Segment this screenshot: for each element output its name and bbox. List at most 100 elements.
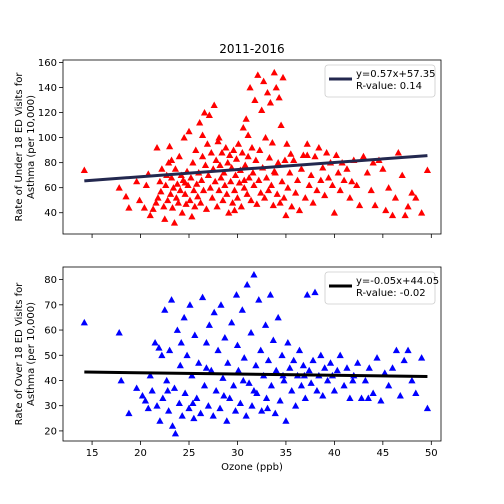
data-point — [385, 381, 393, 389]
data-point — [138, 392, 147, 399]
data-point — [215, 186, 223, 194]
data-point — [388, 211, 397, 219]
data-point — [301, 394, 309, 402]
data-point — [273, 190, 281, 197]
data-point — [244, 131, 252, 138]
legend-entry: R-value: -0.02 — [356, 288, 426, 299]
y-tick-label: 60 — [44, 326, 57, 337]
data-point — [240, 354, 248, 361]
data-point — [122, 192, 130, 200]
data-point — [328, 181, 337, 189]
data-point — [172, 194, 180, 201]
data-point — [220, 392, 228, 399]
data-point — [207, 149, 215, 156]
data-point — [330, 386, 338, 394]
y-tick-label: 140 — [38, 83, 57, 94]
data-point — [168, 204, 177, 211]
y-tick-label: 80 — [44, 275, 57, 286]
data-point — [183, 351, 191, 359]
data-point — [191, 331, 199, 338]
data-point — [234, 366, 243, 374]
data-point — [267, 381, 275, 389]
data-point — [196, 118, 204, 126]
y-axis-label-line: Asthma (per 10,000) — [26, 302, 37, 406]
data-point — [281, 156, 289, 164]
data-point — [153, 144, 161, 151]
data-point — [354, 359, 362, 366]
data-point — [277, 121, 285, 128]
data-point — [307, 379, 315, 386]
data-point — [264, 356, 273, 364]
data-point — [297, 165, 306, 172]
data-point — [135, 196, 144, 204]
data-point — [336, 186, 344, 194]
data-point — [282, 417, 290, 424]
data-point — [267, 181, 275, 189]
data-point — [219, 196, 227, 204]
data-point — [152, 199, 160, 206]
data-point — [284, 339, 292, 346]
data-point — [190, 414, 198, 422]
data-point — [423, 166, 432, 174]
legend-entry: y=-0.05x+44.05 — [356, 276, 439, 287]
data-point — [133, 177, 141, 185]
data-point — [258, 106, 266, 113]
data-point — [321, 364, 329, 371]
data-point — [303, 291, 311, 298]
y-tick-label: 100 — [38, 133, 57, 144]
data-point — [210, 101, 218, 108]
data-point — [80, 166, 88, 174]
data-point — [261, 321, 270, 328]
data-point — [324, 174, 333, 181]
data-point — [230, 186, 239, 194]
data-point — [224, 359, 232, 366]
data-point — [332, 151, 340, 159]
data-point — [311, 152, 319, 160]
data-point — [165, 407, 173, 414]
data-point — [208, 194, 216, 201]
data-point — [317, 176, 325, 184]
y-tick-label: 70 — [44, 300, 57, 311]
chart-panel-2: 15 20 25 30 35 40 45 50 20 30 40 50 60 70 80 Rate of Ov… — [14, 266, 442, 473]
data-point — [305, 181, 313, 189]
data-point — [396, 392, 404, 399]
data-point — [232, 155, 241, 162]
data-point — [275, 93, 283, 101]
data-point — [229, 199, 237, 206]
data-point — [330, 209, 338, 216]
data-point — [309, 356, 317, 364]
y-tick-label: 40 — [44, 376, 57, 387]
data-point — [379, 165, 387, 172]
data-point — [295, 206, 304, 214]
data-point — [240, 176, 248, 184]
data-point — [272, 366, 280, 374]
data-point — [217, 174, 225, 181]
data-point — [343, 165, 351, 172]
data-point — [261, 134, 270, 141]
data-point — [188, 212, 196, 220]
y-axis-label-line: Rate of Over 18 ED Visits for — [14, 282, 25, 426]
data-point — [266, 291, 275, 298]
data-point — [286, 169, 294, 176]
data-point — [319, 392, 327, 399]
regression-line — [84, 370, 428, 379]
data-point — [266, 98, 275, 106]
data-point — [228, 318, 236, 326]
data-point — [197, 409, 205, 417]
data-point — [178, 209, 186, 216]
data-point — [392, 346, 401, 354]
legend-entry: y=0.57x+57.35 — [356, 69, 436, 80]
data-point — [253, 200, 261, 207]
data-point — [252, 361, 260, 369]
data-point — [391, 194, 400, 201]
data-point — [333, 366, 341, 374]
legend: y=0.57x+57.35R-value: 0.14 — [324, 64, 436, 98]
data-point — [227, 177, 235, 185]
data-point — [301, 194, 309, 201]
data-point — [156, 417, 164, 424]
data-point — [245, 379, 253, 386]
y-tick-label: 80 — [44, 158, 57, 169]
data-point — [181, 179, 189, 186]
